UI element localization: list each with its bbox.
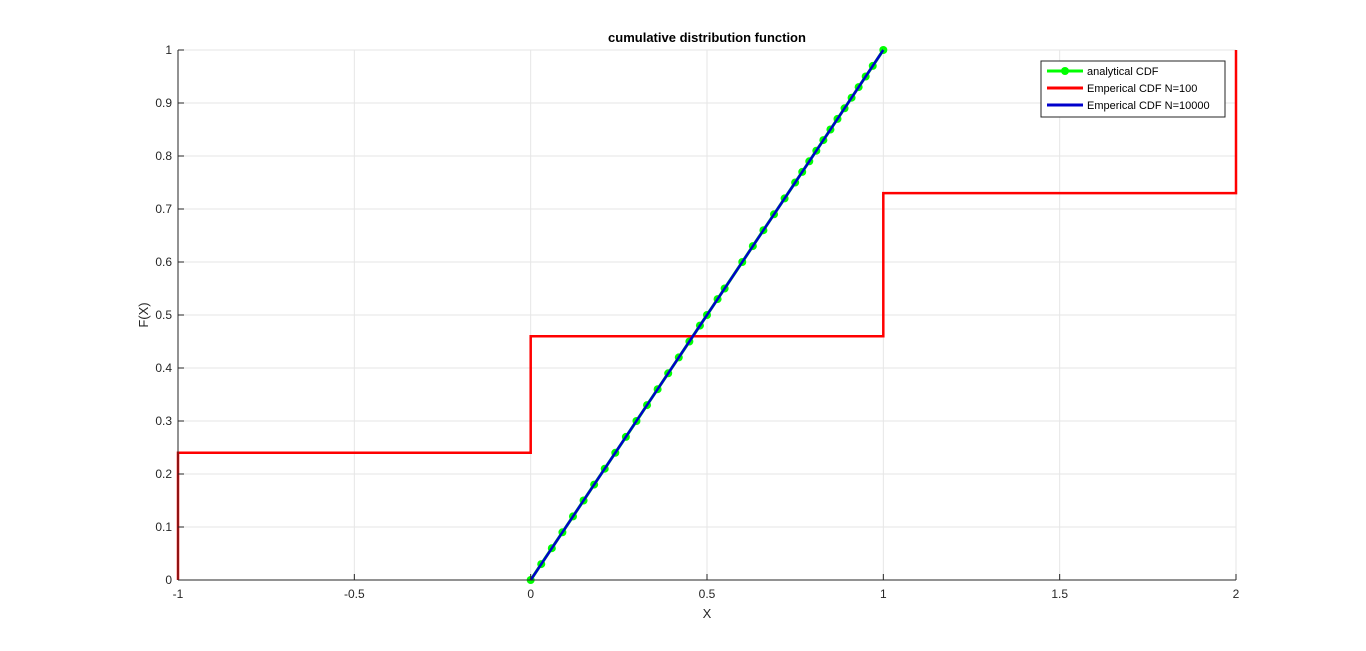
y-tick-label: 0.9 — [155, 96, 172, 110]
y-tick-label: 1 — [165, 43, 172, 57]
x-tick-label: -1 — [173, 587, 184, 601]
x-tick-label: 1.5 — [1051, 587, 1068, 601]
x-tick-label: -0.5 — [344, 587, 365, 601]
legend-label: Emperical CDF N=10000 — [1087, 100, 1210, 112]
axes-frame — [177, 49, 1237, 581]
y-tick-label: 0.5 — [155, 308, 172, 322]
x-tick-label: 0.5 — [699, 587, 716, 601]
x-tick-label: 2 — [1233, 587, 1240, 601]
y-tick-label: 0.8 — [155, 149, 172, 163]
legend-label: analytical CDF — [1087, 66, 1159, 78]
legend: analytical CDF Emperical CDF N=100 Emperic… — [1040, 60, 1226, 118]
y-tick-label: 0.6 — [155, 255, 172, 269]
plot-area — [176, 46, 1238, 584]
y-tick-labels: 0 0.1 0.2 0.3 0.4 0.5 0.6 0.7 0.8 0.9 1 — [155, 43, 172, 587]
y-tick-label: 0.2 — [155, 467, 172, 481]
emperical-cdf-n100-line — [176, 50, 1238, 580]
emperical-cdf-n10000-line — [529, 49, 885, 581]
legend-marker — [1061, 67, 1069, 75]
y-tick-label: 0.3 — [155, 414, 172, 428]
chart-title: cumulative distribution function — [608, 30, 806, 45]
x-tick-label: 1 — [880, 587, 887, 601]
y-tick-label: 0.4 — [155, 361, 172, 375]
y-tick-label: 0.1 — [155, 520, 172, 534]
legend-label: Emperical CDF N=100 — [1087, 83, 1197, 95]
y-tick-label: 0 — [165, 573, 172, 587]
y-axis-label: F(X) — [136, 302, 151, 327]
x-tick-label: 0 — [527, 587, 534, 601]
y-tick-label: 0.7 — [155, 202, 172, 216]
x-axis-label: X — [703, 606, 712, 621]
x-tick-labels: -1 -0.5 0 0.5 1 1.5 2 — [173, 587, 1240, 601]
